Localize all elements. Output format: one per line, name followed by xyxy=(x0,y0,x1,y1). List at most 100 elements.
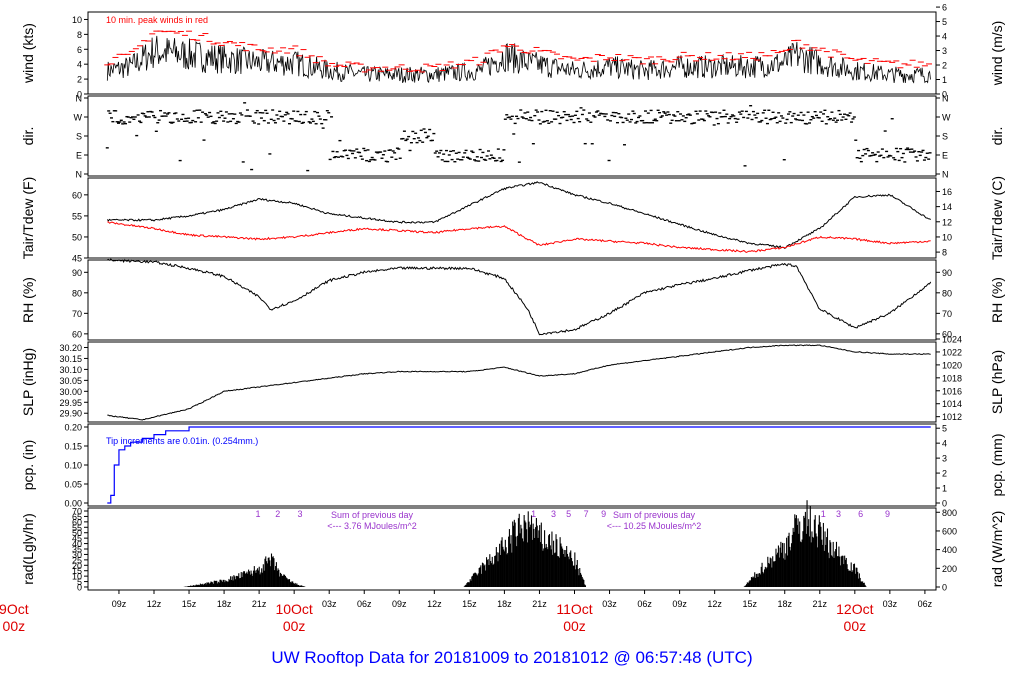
x-tick-label: 21z xyxy=(252,599,267,609)
temp-left-tick-label: 50 xyxy=(72,232,82,242)
dir-ylabel-left: dir. xyxy=(20,127,36,146)
day-label-date: 9Oct xyxy=(0,601,29,617)
day-label-date: 11Oct xyxy=(556,601,592,617)
x-tick-label: 03z xyxy=(322,599,337,609)
wind-right-tick-label: 4 xyxy=(942,32,947,42)
pcp-right-tick-label: 3 xyxy=(942,454,947,464)
wind-right-tick-label: 2 xyxy=(942,61,947,71)
rad-right-tick-label: 0 xyxy=(942,583,947,593)
wind-left-tick-label: 2 xyxy=(77,75,82,85)
wind-right-tick-label: 6 xyxy=(942,3,947,13)
rad-left-tick-label: 25 xyxy=(72,555,82,565)
slp-left-tick-label: 30.00 xyxy=(59,387,82,397)
slp-left-tick-label: 30.20 xyxy=(59,343,82,353)
wind-right-tick-label: 3 xyxy=(942,46,947,56)
day-label-date: 10Oct xyxy=(275,601,312,617)
rad-left-tick-label: 70 xyxy=(72,507,82,517)
dir-left-tick-label: N xyxy=(76,94,83,104)
wind-left-tick-label: 6 xyxy=(77,45,82,55)
pcp-left-tick-label: 0.20 xyxy=(64,423,82,433)
rad-hour-mark: 3 xyxy=(551,509,556,519)
rad-hour-mark: 9 xyxy=(885,509,890,519)
day-label-date: 12Oct xyxy=(836,601,873,617)
rad-left-tick-label: 30 xyxy=(72,550,82,560)
slp-left-tick-label: 30.10 xyxy=(59,365,82,375)
slp-line xyxy=(107,344,931,421)
x-tick-label: 21z xyxy=(532,599,547,609)
wind-left-tick-label: 0 xyxy=(77,90,82,100)
wind-left-tick-label: 10 xyxy=(72,15,82,25)
rad-hour-mark: 6 xyxy=(858,509,863,519)
rad-hour-mark: 1 xyxy=(821,509,826,519)
x-tick-label: 06z xyxy=(637,599,652,609)
rad-left-tick-label: 0 xyxy=(77,583,82,593)
day-label-hour: 00z xyxy=(844,618,867,634)
dir-right-tick-label: E xyxy=(942,151,948,161)
rh-right-tick-label: 80 xyxy=(942,288,952,298)
x-tick-label: 06z xyxy=(918,599,933,609)
rad-sum-label: Sum of previous day xyxy=(613,510,696,520)
temp-line-tdew xyxy=(107,221,931,253)
rad-left-tick-label: 35 xyxy=(72,545,82,555)
rh-ylabel-left: RH (%) xyxy=(20,277,36,323)
x-tick-label: 12z xyxy=(147,599,162,609)
rad-left-tick-label: 55 xyxy=(72,523,82,533)
pcp-right-tick-label: 4 xyxy=(942,439,947,449)
temp-line-tair xyxy=(106,181,931,250)
temp-ylabel-right: Tair/Tdew (C) xyxy=(989,176,1005,260)
pcp-right-tick-label: 1 xyxy=(942,484,947,494)
pcp-left-tick-label: 0.10 xyxy=(64,461,82,471)
panel-frame-dir xyxy=(87,95,937,177)
dir-left-tick-label: W xyxy=(74,113,83,123)
day-label-hour: 00z xyxy=(283,618,306,634)
x-tick-label: 18z xyxy=(217,599,232,609)
slp-right-tick-label: 1018 xyxy=(942,373,962,383)
x-tick-label: 03z xyxy=(883,599,898,609)
day-label-hour: 00z xyxy=(563,618,586,634)
x-tick-label: 12z xyxy=(427,599,442,609)
rh-left-tick-label: 70 xyxy=(72,309,82,319)
slp-right-tick-label: 1022 xyxy=(942,347,962,357)
slp-left-tick-label: 30.05 xyxy=(59,376,82,386)
dir-right-tick-label: N xyxy=(942,94,949,104)
x-tick-label: 09z xyxy=(392,599,407,609)
x-tick-label: 15z xyxy=(742,599,757,609)
x-tick-label: 15z xyxy=(462,599,477,609)
rad-hour-mark: 7 xyxy=(584,509,589,519)
temp-right-tick-label: 16 xyxy=(942,187,952,197)
wind-speed-line xyxy=(106,35,931,84)
rad-left-tick-label: 20 xyxy=(72,561,82,571)
rh-left-tick-label: 60 xyxy=(72,329,82,339)
slp-ylabel-left: SLP (inHg) xyxy=(20,348,36,416)
rad-right-tick-label: 600 xyxy=(942,526,957,536)
rad-hour-mark: 5 xyxy=(566,509,571,519)
rad-sum-value: <--- 3.76 MJoules/m^2 xyxy=(327,521,417,531)
rad-hour-mark: 1 xyxy=(255,509,260,519)
pcp-ylabel-right: pcp. (mm) xyxy=(989,434,1005,497)
pcp-tip-note: Tip increments are 0.01in. (0.254mm.) xyxy=(106,436,258,446)
slp-left-tick-label: 30.15 xyxy=(59,354,82,364)
x-tick-label: 15z xyxy=(182,599,197,609)
rh-right-tick-label: 70 xyxy=(942,309,952,319)
x-tick-label: 21z xyxy=(813,599,828,609)
pcp-right-tick-label: 2 xyxy=(942,469,947,479)
rad-left-tick-label: 40 xyxy=(72,539,82,549)
wind-right-tick-label: 0 xyxy=(942,90,947,100)
rh-right-tick-label: 60 xyxy=(942,329,952,339)
pcp-left-tick-label: 0.00 xyxy=(64,499,82,509)
panel-frame-slp xyxy=(87,341,937,423)
x-tick-label: 09z xyxy=(672,599,687,609)
rad-sum-value: <--- 10.25 MJoules/m^2 xyxy=(607,521,702,531)
chart-title: UW Rooftop Data for 20181009 to 20181012… xyxy=(271,648,753,667)
slp-right-tick-label: 1020 xyxy=(942,360,962,370)
rh-line xyxy=(107,258,932,336)
panel-frame-rh xyxy=(87,259,937,341)
rh-left-tick-label: 80 xyxy=(72,288,82,298)
x-tick-label: 09z xyxy=(112,599,127,609)
rad-ylabel-left: rad(Lgly/hr) xyxy=(20,513,36,585)
slp-right-tick-label: 1024 xyxy=(942,334,962,344)
dir-left-tick-label: N xyxy=(76,170,83,180)
pcp-left-tick-label: 0.15 xyxy=(64,442,82,452)
wind-ylabel-left: wind (kts) xyxy=(20,23,36,84)
